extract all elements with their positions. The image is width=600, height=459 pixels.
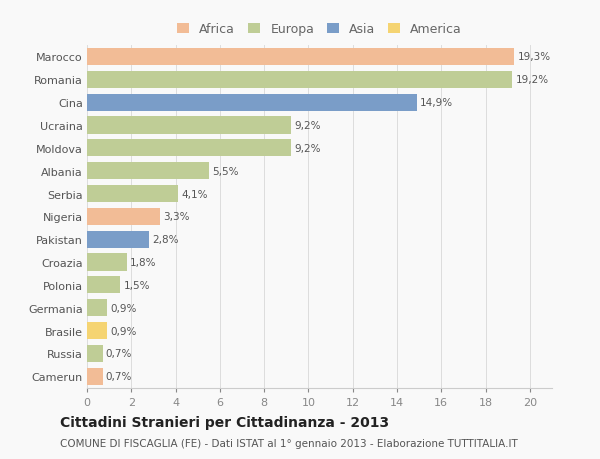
- Bar: [87, 185, 178, 202]
- Text: Cittadini Stranieri per Cittadinanza - 2013: Cittadini Stranieri per Cittadinanza - 2…: [60, 415, 389, 429]
- Bar: [87, 117, 291, 134]
- Bar: [87, 277, 120, 294]
- Text: 4,1%: 4,1%: [181, 189, 208, 199]
- Text: 0,9%: 0,9%: [110, 326, 137, 336]
- Bar: [87, 49, 514, 66]
- Text: 1,8%: 1,8%: [130, 257, 157, 268]
- Text: 19,3%: 19,3%: [518, 52, 551, 62]
- Text: 19,2%: 19,2%: [515, 75, 548, 85]
- Bar: [87, 231, 149, 248]
- Bar: [87, 345, 103, 362]
- Text: 1,5%: 1,5%: [124, 280, 150, 290]
- Bar: [87, 300, 107, 317]
- Bar: [87, 322, 107, 339]
- Text: 5,5%: 5,5%: [212, 166, 239, 176]
- Bar: [87, 95, 417, 112]
- Bar: [87, 208, 160, 225]
- Text: 0,7%: 0,7%: [106, 349, 132, 358]
- Bar: [87, 140, 291, 157]
- Bar: [87, 254, 127, 271]
- Legend: Africa, Europa, Asia, America: Africa, Europa, Asia, America: [177, 23, 462, 36]
- Text: COMUNE DI FISCAGLIA (FE) - Dati ISTAT al 1° gennaio 2013 - Elaborazione TUTTITAL: COMUNE DI FISCAGLIA (FE) - Dati ISTAT al…: [60, 438, 518, 448]
- Bar: [87, 163, 209, 180]
- Text: 9,2%: 9,2%: [294, 144, 320, 153]
- Bar: [87, 368, 103, 385]
- Text: 3,3%: 3,3%: [163, 212, 190, 222]
- Text: 0,9%: 0,9%: [110, 303, 137, 313]
- Text: 2,8%: 2,8%: [152, 235, 179, 245]
- Bar: [87, 72, 512, 89]
- Text: 9,2%: 9,2%: [294, 121, 320, 131]
- Text: 0,7%: 0,7%: [106, 371, 132, 381]
- Text: 14,9%: 14,9%: [420, 98, 454, 108]
